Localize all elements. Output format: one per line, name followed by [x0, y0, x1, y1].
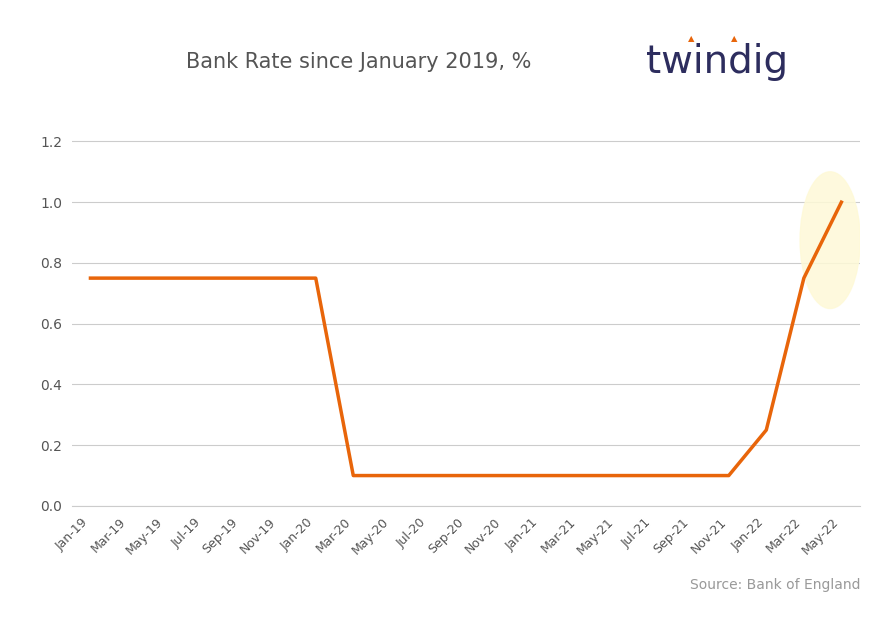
Text: ▲: ▲: [688, 34, 694, 43]
Text: twindig: twindig: [646, 43, 788, 81]
Text: ▲: ▲: [730, 34, 737, 43]
Text: Bank Rate since January 2019, %: Bank Rate since January 2019, %: [185, 52, 531, 72]
Ellipse shape: [800, 172, 860, 308]
Text: Source: Bank of England: Source: Bank of England: [690, 578, 860, 592]
